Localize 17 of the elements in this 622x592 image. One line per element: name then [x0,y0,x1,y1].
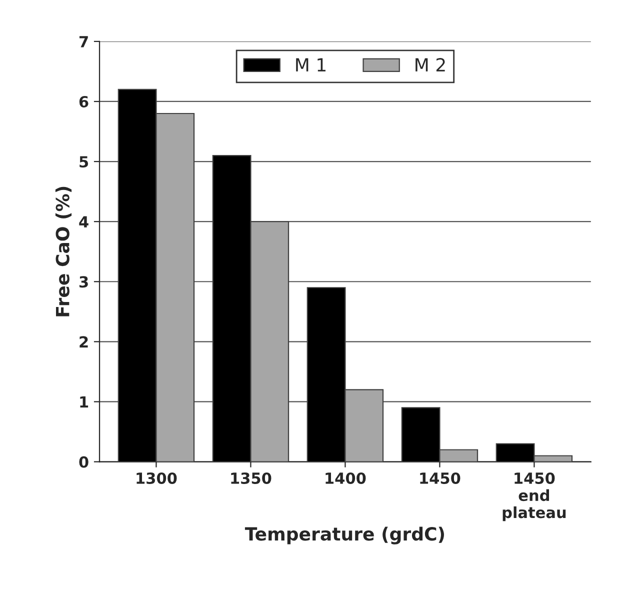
x-tick-label: 1400 [326,472,366,484]
y-tick-label: 2 [80,336,88,348]
x-axis-title: Temperature (grdC) [244,526,444,544]
y-tick-label: 4 [79,216,88,228]
x-tick-label: 1450 end plateau [502,472,566,522]
y-tick-label: 5 [80,156,88,168]
y-tick-label: 7 [79,36,88,48]
y-tick-label: 0 [79,456,88,468]
x-tick-label: 1450 [420,472,460,484]
legend-label: M 2 [416,58,445,72]
y-tick-label: 6 [79,96,88,108]
legend-label: M 1 [296,58,326,72]
y-axis-title: Free CaO (%) [55,186,72,316]
x-tick-label: 1300 [136,472,177,484]
y-tick-label: 1 [80,396,88,408]
x-tick-label: 1350 [231,472,272,484]
y-tick-label: 3 [79,276,88,288]
